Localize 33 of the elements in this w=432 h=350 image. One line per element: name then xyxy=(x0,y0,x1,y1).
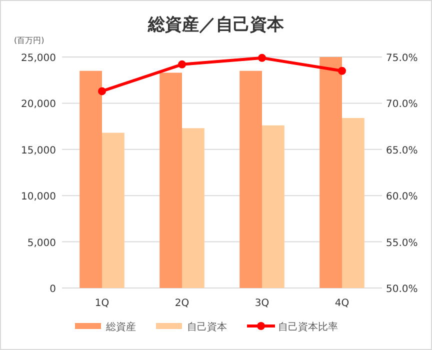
y2-tick-label: 55.0% xyxy=(386,238,418,249)
y-axis-title: (百万円) xyxy=(14,36,44,45)
bar xyxy=(342,118,364,288)
bar xyxy=(240,70,262,288)
legend-label: 自己資本 xyxy=(187,321,227,333)
x-tick-label: 1Q xyxy=(94,298,110,309)
point xyxy=(258,54,266,62)
y-tick-label: 10,000 xyxy=(21,192,56,203)
y-tick-label: 5,000 xyxy=(27,238,56,249)
y-tick-label: 0 xyxy=(50,284,56,295)
y2-tick-label: 75.0% xyxy=(386,53,418,64)
bar xyxy=(102,132,124,288)
bar xyxy=(320,57,342,288)
chart-title: 総資産／自己資本 xyxy=(147,15,285,35)
bar xyxy=(262,125,284,288)
y2-tick-label: 65.0% xyxy=(386,145,418,156)
legend-label: 自己資本比率 xyxy=(278,321,338,333)
point xyxy=(178,60,186,68)
x-tick-label: 3Q xyxy=(254,298,270,309)
legend-label: 総資産 xyxy=(105,321,136,333)
y2-tick-label: 70.0% xyxy=(386,99,418,110)
bar xyxy=(80,70,102,288)
point xyxy=(338,66,346,75)
x-tick-label: 4Q xyxy=(334,298,350,309)
y2-tick-label: 50.0% xyxy=(386,284,418,295)
x-tick-label: 2Q xyxy=(174,298,190,309)
point xyxy=(98,87,106,96)
y-tick-label: 15,000 xyxy=(21,145,56,156)
y2-tick-label: 60.0% xyxy=(386,192,418,203)
y-tick-label: 25,000 xyxy=(21,53,56,64)
y-tick-label: 20,000 xyxy=(21,99,56,110)
bar xyxy=(160,72,182,288)
bar xyxy=(182,128,204,288)
